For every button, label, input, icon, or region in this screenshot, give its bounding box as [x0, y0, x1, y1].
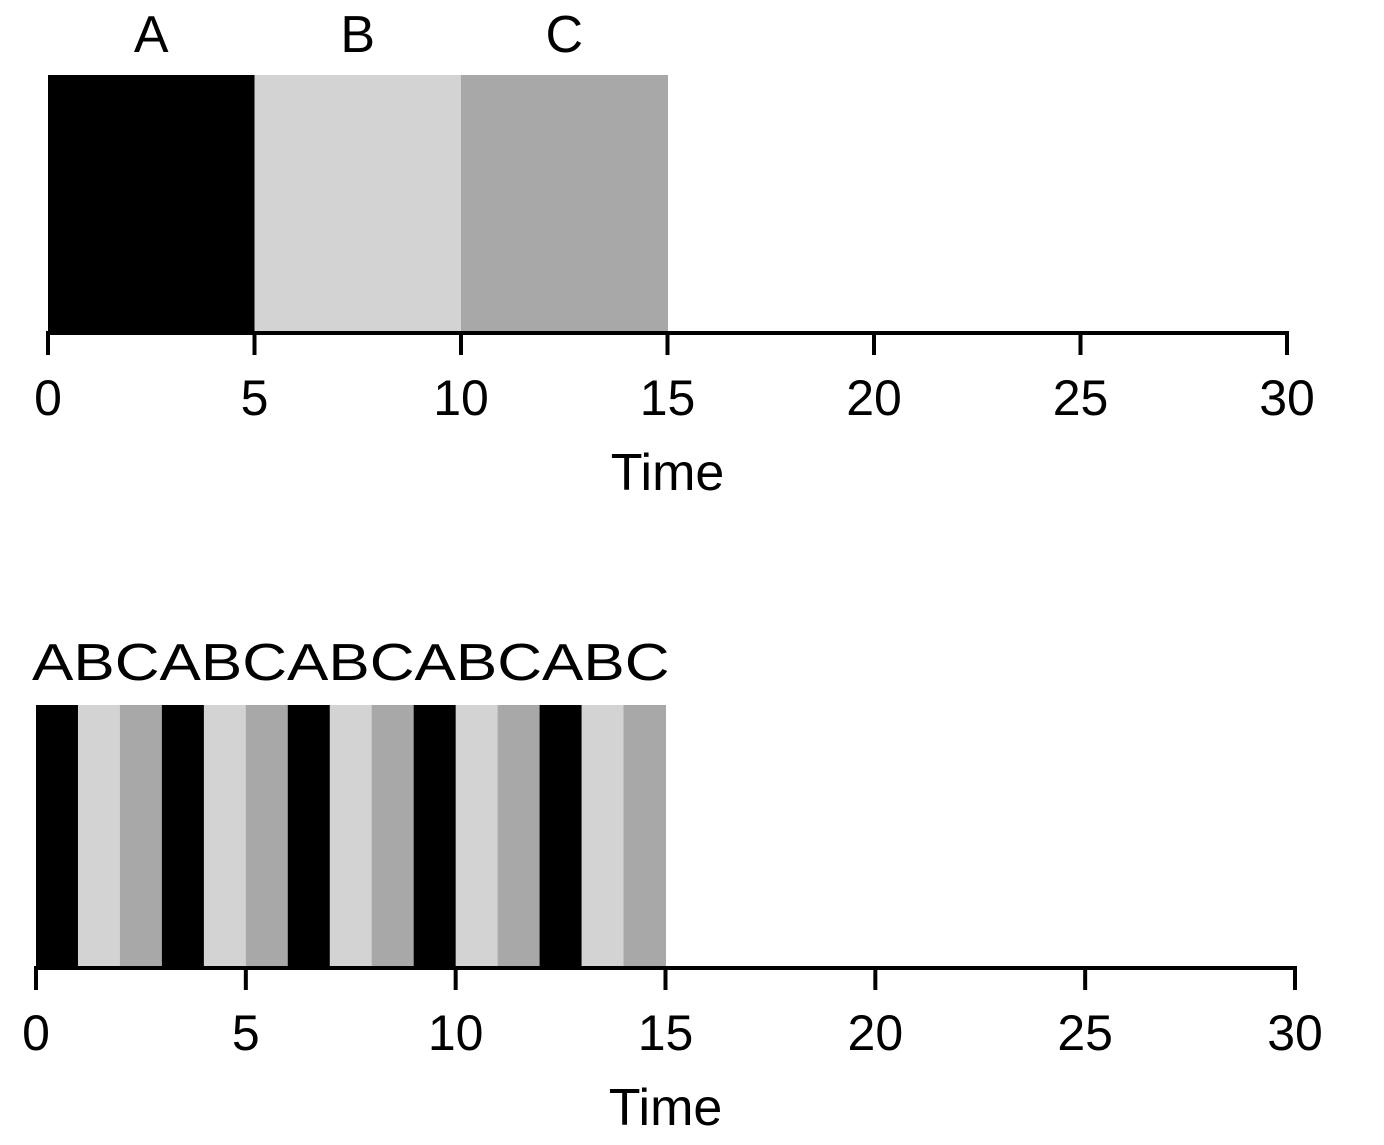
bar-B-7 [329, 705, 373, 968]
x-tick-label-15: 15 [640, 370, 696, 426]
x-tick-label-30: 30 [1259, 370, 1315, 426]
bar-B-4 [203, 705, 247, 968]
x-tick-label-10: 10 [433, 370, 489, 426]
bar-B-13 [581, 705, 625, 968]
job-label-1: B [340, 6, 375, 64]
bar-B-1 [77, 705, 121, 968]
x-tick-label-0: 0 [22, 1005, 50, 1061]
x-tick-label-0: 0 [34, 370, 62, 426]
bar-A-9 [413, 705, 457, 968]
bar-C-2 [461, 75, 668, 333]
sequential-schedule-panel: 0 5 10 15 20 25 30 Time A B C [34, 6, 1315, 502]
x-tick-label-15: 15 [638, 1005, 694, 1061]
bar-C-5 [245, 705, 289, 968]
x-tick-label-25: 25 [1053, 370, 1109, 426]
x-tick-label-10: 10 [428, 1005, 484, 1061]
job-label-2: C [545, 6, 583, 64]
bar-A-6 [287, 705, 331, 968]
bar-B-10 [455, 705, 499, 968]
bar-C-8 [371, 705, 415, 968]
x-tick-label-20: 20 [846, 370, 902, 426]
x-axis-label: Time [609, 1079, 723, 1137]
x-tick-label-20: 20 [848, 1005, 904, 1061]
bar-A-0 [36, 705, 79, 968]
bar-C-2 [119, 705, 163, 968]
bar-B-1 [254, 75, 462, 333]
x-tick-label-5: 5 [241, 370, 269, 426]
x-tick-label-30: 30 [1267, 1005, 1323, 1061]
bar-C-11 [497, 705, 541, 968]
bar-A-3 [161, 705, 205, 968]
bar-A-0 [48, 75, 255, 333]
x-tick-label-5: 5 [232, 1005, 260, 1061]
round-robin-schedule-panel: 0 5 10 15 20 25 30 Time ABCABCABCABCABC [22, 634, 1323, 1137]
bar-C-14 [623, 705, 666, 968]
job-label-0: ABCABCABCABCABC [32, 634, 670, 692]
x-tick-label-25: 25 [1057, 1005, 1113, 1061]
job-label-0: A [134, 6, 169, 64]
x-axis-label: Time [611, 444, 725, 502]
bar-A-12 [539, 705, 583, 968]
